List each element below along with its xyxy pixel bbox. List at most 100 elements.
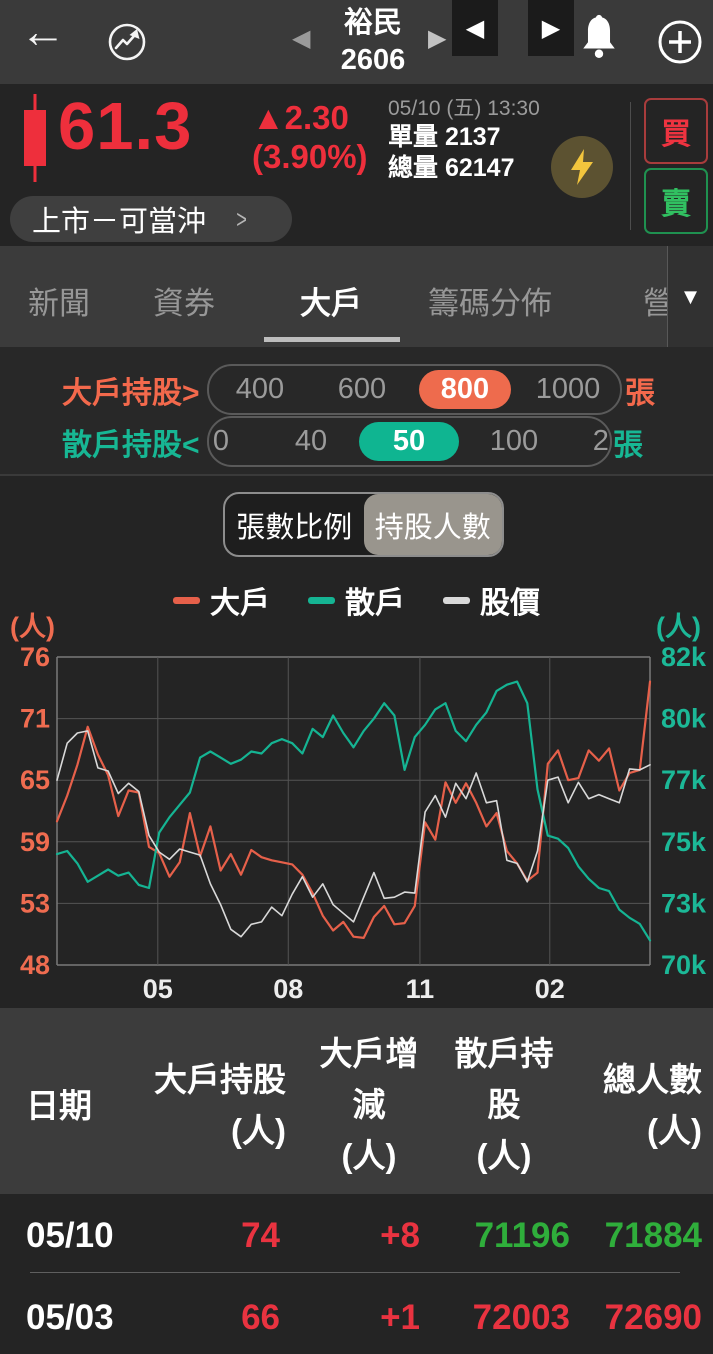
- active-tab-underline: [264, 337, 400, 342]
- axis-tick-label: 53: [20, 888, 50, 918]
- axis-tick-label: 48: [20, 950, 50, 980]
- page-next-button[interactable]: ▶: [528, 0, 574, 56]
- major-holders-value: 74: [241, 1216, 280, 1255]
- retail-holders-filter-label: 散戶持股<: [62, 429, 200, 462]
- sell-button[interactable]: 賣: [644, 168, 708, 234]
- x-axis-label: 11: [406, 974, 435, 1004]
- legend-major-label: 大戶: [210, 587, 270, 620]
- unit-volume-value: 2137: [444, 123, 501, 151]
- quote-info: 05/10 (五) 13:30 單量 2137 總量 62147: [388, 96, 540, 184]
- x-axis-label: 02: [535, 974, 565, 1004]
- major-change-value: +1: [380, 1298, 420, 1337]
- option-600[interactable]: 600: [337, 373, 387, 405]
- axis-tick-label: 70k: [661, 950, 707, 980]
- axis-tick-label: 75k: [661, 827, 707, 857]
- col-total: 總人數 (人): [603, 1061, 702, 1149]
- last-price: 61.3: [58, 89, 193, 164]
- row-date: 05/03: [26, 1298, 114, 1337]
- option-1000[interactable]: 1000: [535, 373, 601, 405]
- app-header: ← ◀ 裕民 2606 ▶ ◀ ▶: [0, 0, 713, 84]
- filter-band: 大戶持股> 400 600 800 1000 張 散戶持股< 0 40 50 1…: [0, 347, 713, 474]
- major-holders-value: 66: [241, 1298, 280, 1337]
- axis-tick-label: 82k: [661, 642, 707, 672]
- total-holders-value: 71884: [604, 1216, 702, 1255]
- chevron-down-icon: ▼: [679, 283, 702, 309]
- axis-tick-label: 77k: [661, 765, 707, 795]
- option-50-selected[interactable]: 50: [359, 422, 459, 461]
- col-major-change: 大戶增 減 (人): [319, 1035, 419, 1174]
- major-holders-options: 400 600 800 1000: [207, 364, 622, 415]
- flash-order-button[interactable]: [551, 136, 613, 198]
- col-major-holders: 大戶持股 (人): [154, 1061, 286, 1149]
- page-prev-button[interactable]: ◀: [452, 0, 498, 56]
- market-tag-label: 上市－可當沖: [32, 206, 207, 238]
- table-row: 05/10 74 +8 71196 71884: [0, 1194, 713, 1272]
- option-40[interactable]: 40: [294, 425, 328, 457]
- legend-retail: 散戶: [308, 578, 405, 622]
- retail-holders-value: 71196: [474, 1216, 570, 1255]
- option-100[interactable]: 100: [489, 425, 539, 457]
- retail-holders-options: 0 40 50 100 200: [207, 416, 612, 467]
- tab-news[interactable]: 新聞: [28, 286, 90, 321]
- x-axis-label: 05: [143, 974, 173, 1004]
- total-holders-value: 72690: [604, 1298, 702, 1337]
- stock-title: 裕民 2606: [313, 5, 433, 79]
- axis-tick-label: 59: [20, 827, 50, 857]
- right-axis-unit: (人): [656, 612, 701, 642]
- toggle-sheet-ratio[interactable]: 張數比例: [236, 511, 353, 544]
- axis-tick-label: 65: [20, 765, 50, 795]
- change-value: ▲2.30: [252, 99, 349, 136]
- option-0[interactable]: 0: [212, 425, 230, 457]
- add-icon[interactable]: [656, 18, 704, 66]
- chevron-right-icon: >: [236, 203, 247, 234]
- price-change: ▲2.30 (3.90%): [252, 98, 368, 176]
- legend-major: 大戶: [173, 578, 270, 622]
- tab-margin[interactable]: 資券: [153, 286, 215, 321]
- tab-major-holders[interactable]: 大戶: [300, 286, 362, 321]
- tab-bar: 新聞 資券 大戶 籌碼分佈 營 ▼: [0, 246, 713, 347]
- next-stock-icon[interactable]: ▶: [428, 25, 447, 52]
- x-axis-label: 08: [273, 974, 303, 1004]
- holders-chart: 76 82k 71 80k 65 77k 59 75k 53 73k 48 70k 05 08 11 02 (人…: [10, 612, 707, 1004]
- tab-chip-distribution[interactable]: 籌碼分佈: [428, 286, 552, 321]
- option-800-selected[interactable]: 800: [419, 370, 511, 409]
- bell-icon[interactable]: [578, 12, 620, 64]
- total-volume-value: 62147: [444, 154, 515, 182]
- row-divider: [30, 1272, 680, 1273]
- series-line-股價: [56, 730, 651, 938]
- axis-tick-label: 71: [20, 704, 50, 734]
- toggle-holder-count-selected[interactable]: 持股人數: [363, 494, 502, 555]
- chart-mode-toggle: 張數比例 持股人數: [223, 492, 504, 557]
- market-trend-icon[interactable]: [100, 15, 154, 69]
- prev-stock-icon[interactable]: ◀: [292, 25, 311, 52]
- major-line-swatch: [173, 596, 200, 604]
- lightning-icon: [571, 149, 593, 185]
- col-date: 日期: [26, 1087, 92, 1124]
- major-change-value: +8: [380, 1216, 420, 1255]
- option-200-clipped[interactable]: 200: [592, 425, 610, 457]
- major-unit-label: 張: [625, 377, 655, 410]
- table-row: 05/03 66 +1 72003 72690: [0, 1276, 713, 1354]
- quote-datetime: 05/10 (五) 13:30: [388, 97, 540, 120]
- table-header: 日期 大戶持股 (人) 大戶增 減 (人) 散戶持 股 (人) 總人數 (人): [0, 1008, 713, 1194]
- section-divider: [0, 474, 713, 476]
- retail-holders-value: 72003: [472, 1298, 570, 1337]
- stock-code: 2606: [340, 44, 406, 76]
- unit-volume-label: 單量: [388, 123, 439, 151]
- option-400[interactable]: 400: [235, 373, 285, 405]
- quote-divider: [630, 102, 631, 230]
- legend-price: 股價: [443, 578, 540, 622]
- retail-line-swatch: [308, 596, 335, 604]
- major-holders-filter-label: 大戶持股>: [62, 377, 200, 410]
- legend-retail-label: 散戶: [345, 587, 405, 620]
- total-volume: 總量 62147: [388, 153, 540, 184]
- axis-tick-label: 80k: [661, 704, 707, 734]
- buy-button[interactable]: 買: [644, 98, 708, 164]
- row-date: 05/10: [26, 1216, 114, 1255]
- market-tag-button[interactable]: 上市－可當沖 >: [10, 196, 292, 242]
- back-icon[interactable]: ←: [20, 5, 66, 57]
- axis-tick-label: 73k: [661, 888, 707, 918]
- legend-price-label: 股價: [480, 587, 540, 620]
- tab-overflow-strip[interactable]: ▼: [667, 246, 713, 347]
- series-line-散戶: [55, 680, 652, 942]
